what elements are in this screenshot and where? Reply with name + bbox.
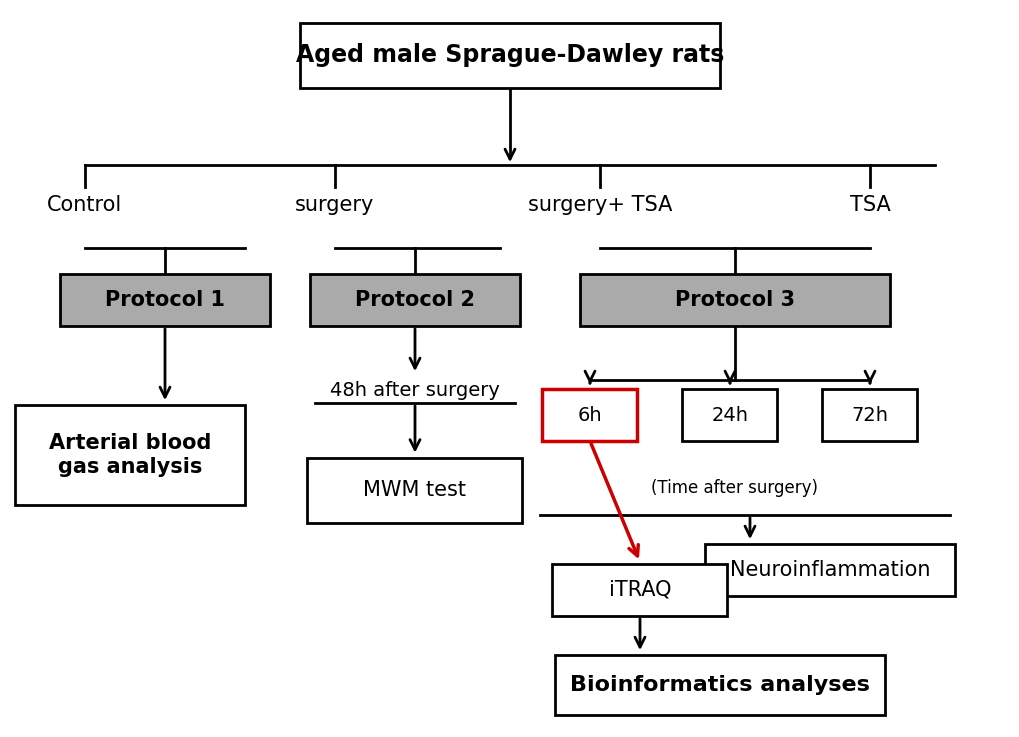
Text: 48h after surgery: 48h after surgery bbox=[330, 380, 499, 399]
Text: Bioinformatics analyses: Bioinformatics analyses bbox=[570, 675, 869, 695]
Text: MWM test: MWM test bbox=[363, 480, 466, 500]
Bar bbox=[15, 405, 245, 505]
Bar bbox=[682, 389, 776, 441]
Text: 6h: 6h bbox=[577, 405, 602, 425]
Text: iTRAQ: iTRAQ bbox=[608, 580, 671, 600]
Text: surgery: surgery bbox=[296, 195, 374, 215]
Bar bbox=[542, 389, 637, 441]
Text: Arterial blood
gas analysis: Arterial blood gas analysis bbox=[49, 433, 211, 477]
Bar bbox=[554, 655, 884, 715]
Bar bbox=[704, 544, 954, 596]
Text: 72h: 72h bbox=[851, 405, 888, 425]
Text: surgery+ TSA: surgery+ TSA bbox=[527, 195, 672, 215]
Text: Control: Control bbox=[47, 195, 122, 215]
Text: Protocol 1: Protocol 1 bbox=[105, 290, 225, 310]
Text: Protocol 3: Protocol 3 bbox=[675, 290, 794, 310]
Text: TSA: TSA bbox=[849, 195, 890, 215]
Bar bbox=[580, 274, 890, 326]
Bar bbox=[821, 389, 917, 441]
Bar bbox=[300, 23, 719, 88]
Text: Neuroinflammation: Neuroinflammation bbox=[729, 560, 929, 580]
Bar bbox=[552, 564, 727, 616]
Bar bbox=[310, 274, 520, 326]
Bar bbox=[307, 458, 522, 523]
Text: (Time after surgery): (Time after surgery) bbox=[651, 479, 817, 497]
Text: Protocol 2: Protocol 2 bbox=[355, 290, 475, 310]
Text: Aged male Sprague-Dawley rats: Aged male Sprague-Dawley rats bbox=[296, 43, 723, 67]
Bar bbox=[60, 274, 270, 326]
Text: 24h: 24h bbox=[711, 405, 748, 425]
